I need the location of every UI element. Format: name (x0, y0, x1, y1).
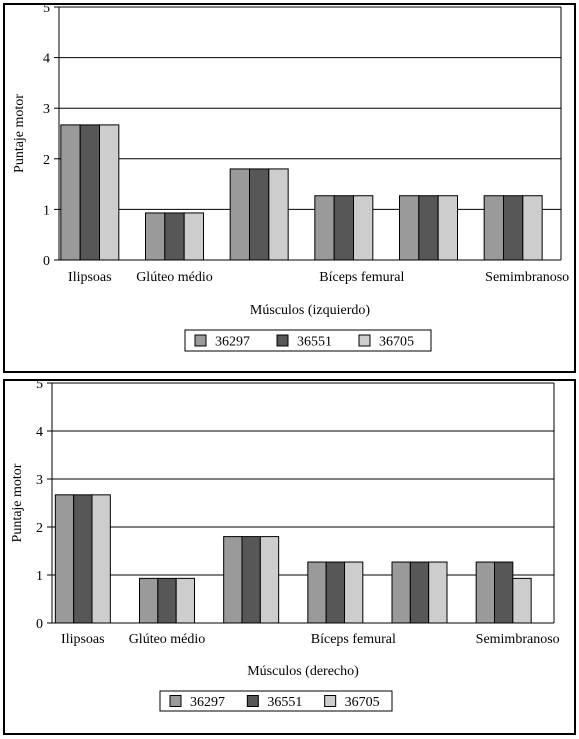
bar-36705-3 (353, 195, 374, 261)
x-tick-label: Ilipsoas (61, 632, 105, 647)
legend-label: 36297 (190, 695, 225, 710)
bar-36705-2 (259, 536, 280, 624)
bar-36551-0 (73, 494, 93, 624)
bar-36297-4 (391, 561, 411, 624)
x-tick-label: Bíceps femural (311, 632, 396, 647)
bar-36551-3 (325, 561, 345, 624)
chart-right-svg: 0 1 2 3 4 5 Ilipsoas Glúteo médio Bíceps femural… (10, 377, 560, 712)
y-tick-label: 3 (36, 473, 43, 488)
x-tick-label: Bíceps femural (319, 270, 404, 285)
bar-36551-4 (409, 561, 430, 624)
x-tick-label: Semimbranoso (485, 270, 569, 285)
y-tick-label: 1 (36, 569, 43, 584)
y-tick-label: 4 (43, 52, 50, 67)
legend-label: 36551 (297, 335, 332, 350)
bar-36297-3 (307, 561, 327, 624)
y-tick-label: 0 (43, 254, 50, 269)
bar-36551-2 (249, 168, 270, 261)
bar-36705-1 (183, 212, 205, 261)
bar-36705-4 (437, 195, 458, 261)
bar-36705-0 (99, 124, 120, 261)
bar-36551-1 (164, 212, 185, 261)
legend-label: 36705 (345, 695, 380, 710)
chart-panel-right: 0 1 2 3 4 5 Ilipsoas Glúteo médio Bíceps femural… (3, 377, 576, 735)
x-tick-label: Glúteo médio (129, 632, 206, 647)
plot-area (52, 383, 554, 623)
bar-36551-0 (79, 124, 100, 261)
x-axis-title: Músculos (derecho) (247, 664, 359, 679)
bar-36705-1 (175, 577, 196, 624)
legend-label: 36551 (267, 695, 302, 710)
bar-36551-1 (157, 577, 177, 624)
y-tick-label: 2 (36, 521, 43, 536)
bar-36551-4 (418, 195, 439, 261)
legend-label: 36297 (215, 335, 250, 350)
bar-36551-5 (494, 561, 514, 624)
legend-swatch-36297 (194, 334, 207, 347)
bar-36705-5 (512, 577, 532, 624)
plot-area (59, 7, 561, 260)
legend-swatch-36551 (246, 695, 259, 707)
bar-36297-1 (145, 212, 166, 261)
bar-36705-4 (428, 561, 448, 624)
y-tick-label: 2 (43, 153, 50, 168)
legend-swatch-36705 (324, 695, 337, 707)
y-tick-label: 0 (36, 617, 43, 632)
bar-36297-1 (139, 577, 159, 624)
bar-36297-0 (60, 124, 81, 261)
x-axis-title: Músculos (izquierdo) (250, 303, 370, 318)
x-tick-label: Semimbranoso (476, 632, 560, 647)
bar-36297-3 (314, 195, 335, 261)
x-tick-label: Ilipsoas (68, 270, 112, 285)
y-tick-label: 4 (36, 425, 43, 440)
chart-panel-left: 0 1 2 3 4 5 Ilipsoas Glúteo médio Bíceps femural… (3, 1, 576, 373)
bar-36705-0 (91, 494, 111, 624)
y-tick-label: 5 (43, 1, 50, 16)
bar-36297-2 (229, 168, 251, 261)
chart-left-svg: 0 1 2 3 4 5 Ilipsoas Glúteo médio Bíceps femural… (12, 1, 569, 352)
bar-36297-4 (399, 195, 420, 261)
bar-36297-5 (483, 195, 504, 261)
bar-36551-3 (333, 195, 354, 261)
legend-swatch-36705 (358, 334, 371, 347)
y-tick-label: 5 (36, 377, 43, 392)
y-tick-label: 1 (43, 203, 50, 218)
y-axis-title: Puntaje motor (12, 94, 27, 173)
x-tick-label: Glúteo médio (136, 270, 213, 285)
bar-36705-3 (344, 561, 364, 624)
bar-36297-5 (475, 561, 495, 624)
bar-36705-2 (268, 168, 289, 261)
legend-swatch-36551 (276, 334, 289, 347)
bar-36705-5 (522, 195, 543, 261)
bar-36297-2 (223, 536, 243, 624)
bar-36297-0 (54, 494, 75, 624)
bar-36551-2 (241, 536, 261, 624)
legend-swatch-36297 (169, 695, 182, 707)
legend-label: 36705 (379, 335, 414, 350)
y-tick-label: 3 (43, 102, 50, 117)
bar-36551-5 (503, 195, 524, 261)
y-axis-title: Puntaje motor (10, 463, 25, 542)
